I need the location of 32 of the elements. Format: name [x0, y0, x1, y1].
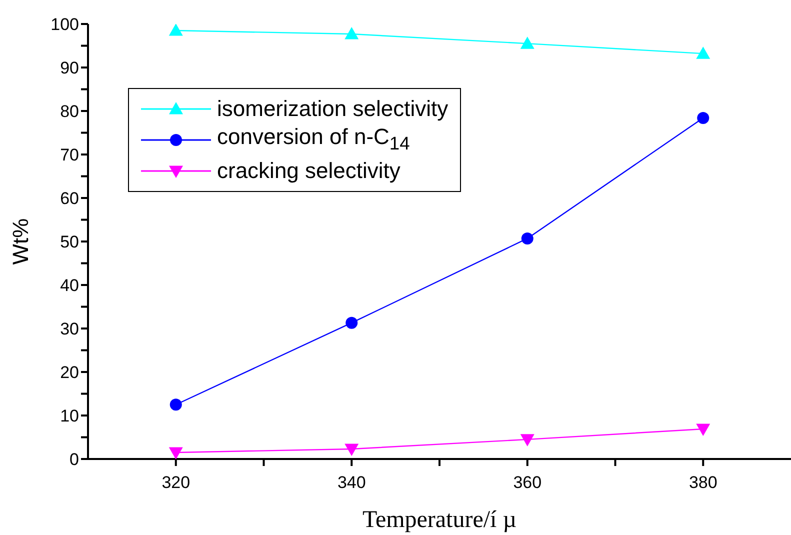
point — [520, 434, 534, 446]
y-tick-label: 80 — [60, 102, 79, 122]
y-tick-label: 20 — [60, 363, 79, 382]
point — [344, 27, 359, 40]
y-axis-title: Wt% — [8, 218, 33, 265]
y-tick-label: 0 — [70, 450, 79, 470]
x-tick-label: 320 — [162, 473, 190, 492]
point — [168, 447, 183, 459]
y-tick-label: 100 — [50, 15, 79, 34]
y-tick-label: 50 — [60, 232, 79, 252]
point — [168, 24, 183, 36]
y-tick-label: 30 — [60, 320, 79, 339]
point — [696, 424, 710, 436]
y-tick-label: 10 — [60, 406, 79, 426]
point — [170, 398, 182, 411]
legend-label: conversion of n-C$_{14}$ — [217, 123, 410, 156]
y-tick-label: 40 — [60, 276, 79, 296]
y-tick-label: 60 — [60, 189, 79, 208]
x-tick-label: 380 — [688, 473, 718, 492]
legend-label: isomerization selectivity — [217, 95, 448, 123]
legend-label: cracking selectivity — [217, 157, 400, 186]
point — [697, 112, 710, 124]
x-tick-label: 340 — [337, 473, 366, 492]
point — [344, 444, 359, 456]
point — [521, 232, 534, 244]
y-tick-label: 90 — [60, 58, 79, 78]
point — [520, 36, 534, 49]
x-axis-title: Temperature/í µ — [362, 507, 517, 533]
point — [346, 316, 358, 329]
point — [696, 46, 710, 59]
y-tick-label: 70 — [60, 146, 79, 165]
x-tick-label: 360 — [513, 473, 542, 492]
